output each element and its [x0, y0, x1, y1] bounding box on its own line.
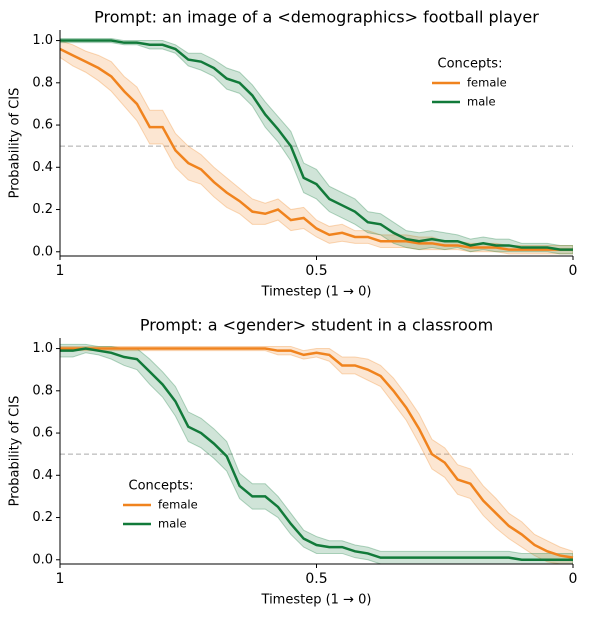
- legend-label: female: [158, 498, 198, 512]
- axes: [59, 338, 573, 565]
- line: [59, 47, 573, 251]
- y-tick-label: 0.2: [32, 510, 53, 525]
- x-tick-label: 0.5: [305, 263, 327, 279]
- y-tick-label: 0.6: [32, 426, 53, 441]
- x-tick-label: 1: [56, 571, 65, 587]
- y-tick-label: 0.2: [32, 202, 53, 217]
- subplot: Prompt: an image of a <demographics> foo…: [8, 8, 578, 300]
- line: [60, 39, 573, 251]
- x-axis-label: Timestep (1 → 0): [261, 593, 372, 608]
- x-tick-label: 0: [569, 571, 578, 587]
- legend-label: male: [467, 95, 496, 109]
- y-tick-label: 0.4: [32, 160, 53, 175]
- y-tick-label: 1.0: [32, 341, 53, 356]
- confidence-band: [60, 40, 573, 255]
- line: [60, 347, 573, 562]
- legend-label: female: [467, 76, 507, 90]
- y-tick-label: 0.6: [32, 118, 53, 133]
- confidence-band: [60, 37, 573, 255]
- y-axis-label: Probability of CIS: [8, 88, 23, 199]
- x-tick-label: 1: [56, 263, 65, 279]
- confidence-band: [60, 343, 573, 564]
- y-tick-label: 0.0: [32, 552, 53, 567]
- x-axis-label: Timestep (1 → 0): [261, 285, 372, 300]
- y-tick-label: 0.8: [32, 75, 53, 90]
- y-tick-label: 0.4: [32, 468, 53, 483]
- subplot: Prompt: a <gender> student in a classroo…: [8, 316, 578, 608]
- x-tick-label: 0: [569, 263, 578, 279]
- legend-label: male: [158, 517, 187, 531]
- chart-title: Prompt: a <gender> student in a classroo…: [140, 316, 493, 335]
- legend-title: Concepts:: [129, 479, 194, 494]
- line: [60, 347, 574, 559]
- y-tick-label: 0.0: [32, 244, 53, 259]
- legend-title: Concepts:: [438, 57, 503, 72]
- chart-title: Prompt: an image of a <demographics> foo…: [94, 8, 539, 27]
- y-axis-label: Probability of CIS: [8, 396, 23, 507]
- confidence-band: [60, 345, 573, 564]
- y-tick-label: 0.8: [32, 383, 53, 398]
- axes: [59, 30, 573, 257]
- y-tick-label: 1.0: [32, 33, 53, 48]
- x-tick-label: 0.5: [305, 571, 327, 587]
